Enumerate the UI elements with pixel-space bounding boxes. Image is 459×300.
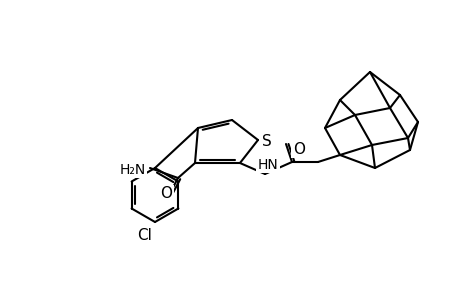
Text: S: S [262, 134, 271, 149]
Text: O: O [292, 142, 304, 157]
Text: HN: HN [257, 158, 278, 172]
Text: Cl: Cl [137, 229, 152, 244]
Text: H₂N: H₂N [119, 163, 146, 177]
Text: O: O [160, 187, 172, 202]
